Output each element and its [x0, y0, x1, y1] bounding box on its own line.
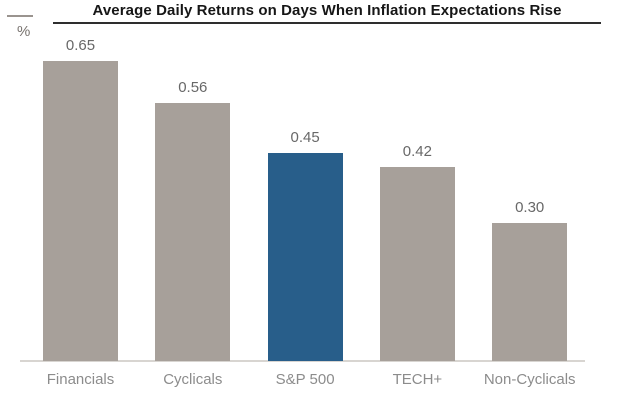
x-axis-line: [20, 360, 585, 362]
x-axis-label-financials: Financials: [46, 371, 115, 388]
bar-value-label-cyclicals: 0.56: [178, 79, 208, 96]
bar-cyclicals: [155, 103, 231, 361]
x-axis-label-non-cyclicals: Non-Cyclicals: [483, 371, 576, 388]
bar-value-label-non-cyclicals: 0.30: [515, 199, 545, 216]
bar-value-label-s-p-500: 0.45: [290, 129, 320, 146]
x-axis-label-cyclicals: Cyclicals: [163, 371, 223, 388]
chart-title: Average Daily Returns on Days When Infla…: [53, 0, 601, 24]
y-axis-unit-label: %: [17, 23, 31, 40]
x-axis-label-tech: TECH+: [392, 371, 443, 388]
bar-non-cyclicals: [492, 223, 568, 361]
bar-value-label-financials: 0.65: [65, 37, 96, 54]
bar-value-label-tech: 0.42: [402, 143, 432, 160]
y-axis-top-tick: [7, 15, 33, 17]
bar-tech: [379, 167, 455, 361]
bar-financials: [43, 61, 118, 361]
bar-s-p-500: [267, 153, 343, 361]
x-axis-label-s-p-500: S&P 500: [275, 371, 335, 388]
